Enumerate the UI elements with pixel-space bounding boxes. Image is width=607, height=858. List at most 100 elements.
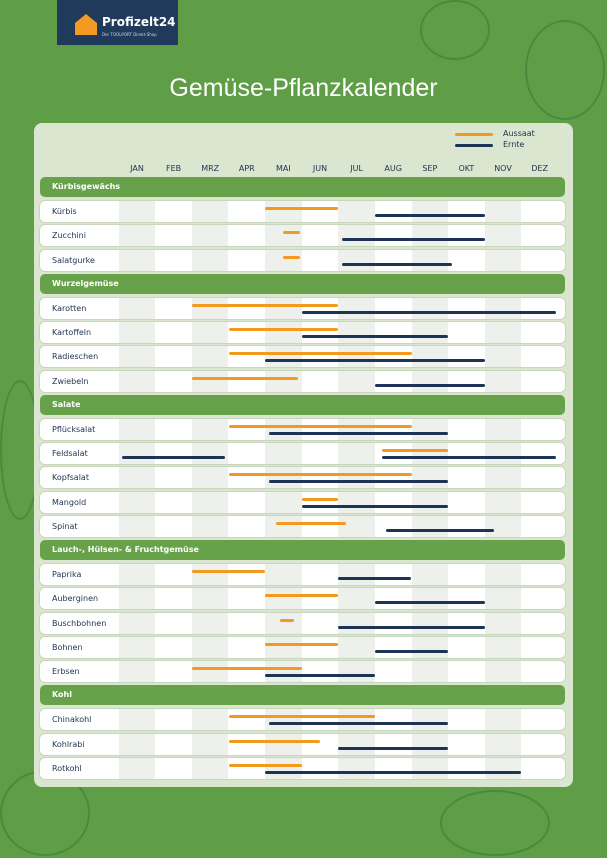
month-column-shade (191, 588, 229, 610)
decorative-vegetable-drawing (440, 790, 550, 856)
vegetable-row: Paprika (40, 564, 565, 586)
month-column-shade (118, 346, 156, 368)
vegetable-row: Chinakohl (40, 709, 565, 731)
month-column-shade (118, 636, 156, 658)
month-column-shade (191, 515, 229, 537)
month-column-shade (411, 346, 449, 368)
ernte-bar (268, 722, 449, 726)
vegetable-row: Spinat (40, 515, 565, 537)
vegetable-name: Chinakohl (52, 715, 92, 725)
month-column-shade (338, 564, 375, 586)
month-column-shade (411, 201, 449, 223)
month-column-shade (411, 515, 449, 537)
category-title: Wurzelgemüse (52, 278, 119, 288)
month-column-shade (118, 733, 156, 755)
vegetable-name: Bohnen (52, 642, 83, 652)
aussaat-bar (228, 763, 302, 767)
ernte-bar (122, 456, 225, 460)
category-title: Kohl (52, 690, 72, 700)
month-column-shade (265, 298, 302, 319)
month-column-shade (191, 757, 229, 779)
month-column-shade (118, 661, 156, 682)
month-column-shade (338, 370, 375, 392)
month-column-shade (191, 467, 229, 489)
ernte-bar (341, 238, 485, 242)
month-column-shade (484, 370, 522, 392)
month-label-mai: MAI (276, 164, 291, 173)
logo-name: Profizelt24 (102, 15, 176, 29)
aussaat-bar (265, 594, 339, 598)
month-column-shade (191, 322, 229, 344)
month-column-shade (118, 322, 156, 344)
month-column-shade (265, 201, 302, 223)
vegetable-row: Kopfsalat (40, 467, 565, 489)
month-column-shade (338, 491, 375, 513)
month-column-shade (265, 588, 302, 610)
month-column-shade (191, 564, 229, 586)
vegetable-row: Salatgurke (40, 249, 565, 271)
month-label-nov: NOV (494, 164, 512, 173)
vegetable-name: Salatgurke (52, 255, 95, 265)
month-column-shade (484, 443, 522, 465)
ernte-bar (385, 528, 494, 532)
ernte-bar (338, 577, 412, 581)
logo-tagline: Der TOOLPORT Direkt-Shop (102, 32, 157, 37)
month-column-shade (118, 612, 156, 634)
month-column-shade (338, 661, 375, 682)
vegetable-row: Auberginen (40, 588, 565, 610)
month-column-shade (411, 298, 449, 319)
aussaat-bar (228, 715, 375, 719)
vegetable-name: Zwiebeln (52, 376, 89, 386)
month-column-shade (338, 612, 375, 634)
vegetable-name: Feldsalat (52, 449, 88, 459)
ernte-bar (382, 456, 557, 460)
vegetable-row: Rotkohl (40, 757, 565, 779)
aussaat-bar (228, 739, 320, 743)
month-column-shade (484, 298, 522, 319)
month-column-shade (265, 467, 302, 489)
aussaat-bar (191, 667, 302, 670)
logo-tent-icon (75, 14, 97, 23)
month-column-shade (265, 709, 302, 731)
vegetable-row: Pflücksalat (40, 419, 565, 440)
month-column-shade (411, 467, 449, 489)
category-title: Lauch-, Hülsen- & Fruchtgemüse (52, 545, 199, 554)
ernte-bar (338, 746, 449, 750)
month-column-shade (191, 370, 229, 392)
category-header: Lauch-, Hülsen- & Fruchtgemüse (40, 540, 565, 560)
month-column-shade (411, 322, 449, 344)
month-column-shade (191, 419, 229, 440)
vegetable-row: Karotten (40, 298, 565, 319)
vegetable-name: Zucchini (52, 231, 86, 241)
aussaat-bar (283, 231, 300, 235)
month-label-apr: APR (238, 164, 255, 173)
month-column-shade (265, 249, 302, 271)
aussaat-bar (283, 255, 300, 259)
ernte-bar (268, 432, 449, 435)
aussaat-bar (382, 449, 449, 453)
vegetable-row: Erbsen (40, 661, 565, 682)
month-column-shade (484, 733, 522, 755)
month-column-shade (411, 419, 449, 440)
legend-ernte-label: Ernte (503, 140, 525, 149)
month-column-shade (265, 419, 302, 440)
aussaat-bar (191, 570, 266, 574)
month-column-shade (484, 757, 522, 779)
month-label-feb: FEB (166, 164, 182, 173)
vegetable-name: Kopfsalat (52, 473, 89, 483)
month-column-shade (265, 225, 302, 247)
ernte-bar (374, 214, 485, 218)
month-column-shade (338, 346, 375, 368)
logo[interactable]: Profizelt24 Der TOOLPORT Direkt-Shop (57, 0, 178, 45)
month-column-shade (338, 298, 375, 319)
month-column-shade (265, 661, 302, 682)
month-column-shade (265, 370, 302, 392)
aussaat-bar (228, 352, 412, 356)
month-column-shade (265, 757, 302, 779)
month-column-shade (484, 491, 522, 513)
month-column-shade (191, 612, 229, 634)
month-column-shade (191, 491, 229, 513)
month-column-shade (484, 564, 522, 586)
ernte-bar (301, 335, 449, 339)
month-label-aug: AUG (384, 164, 402, 173)
